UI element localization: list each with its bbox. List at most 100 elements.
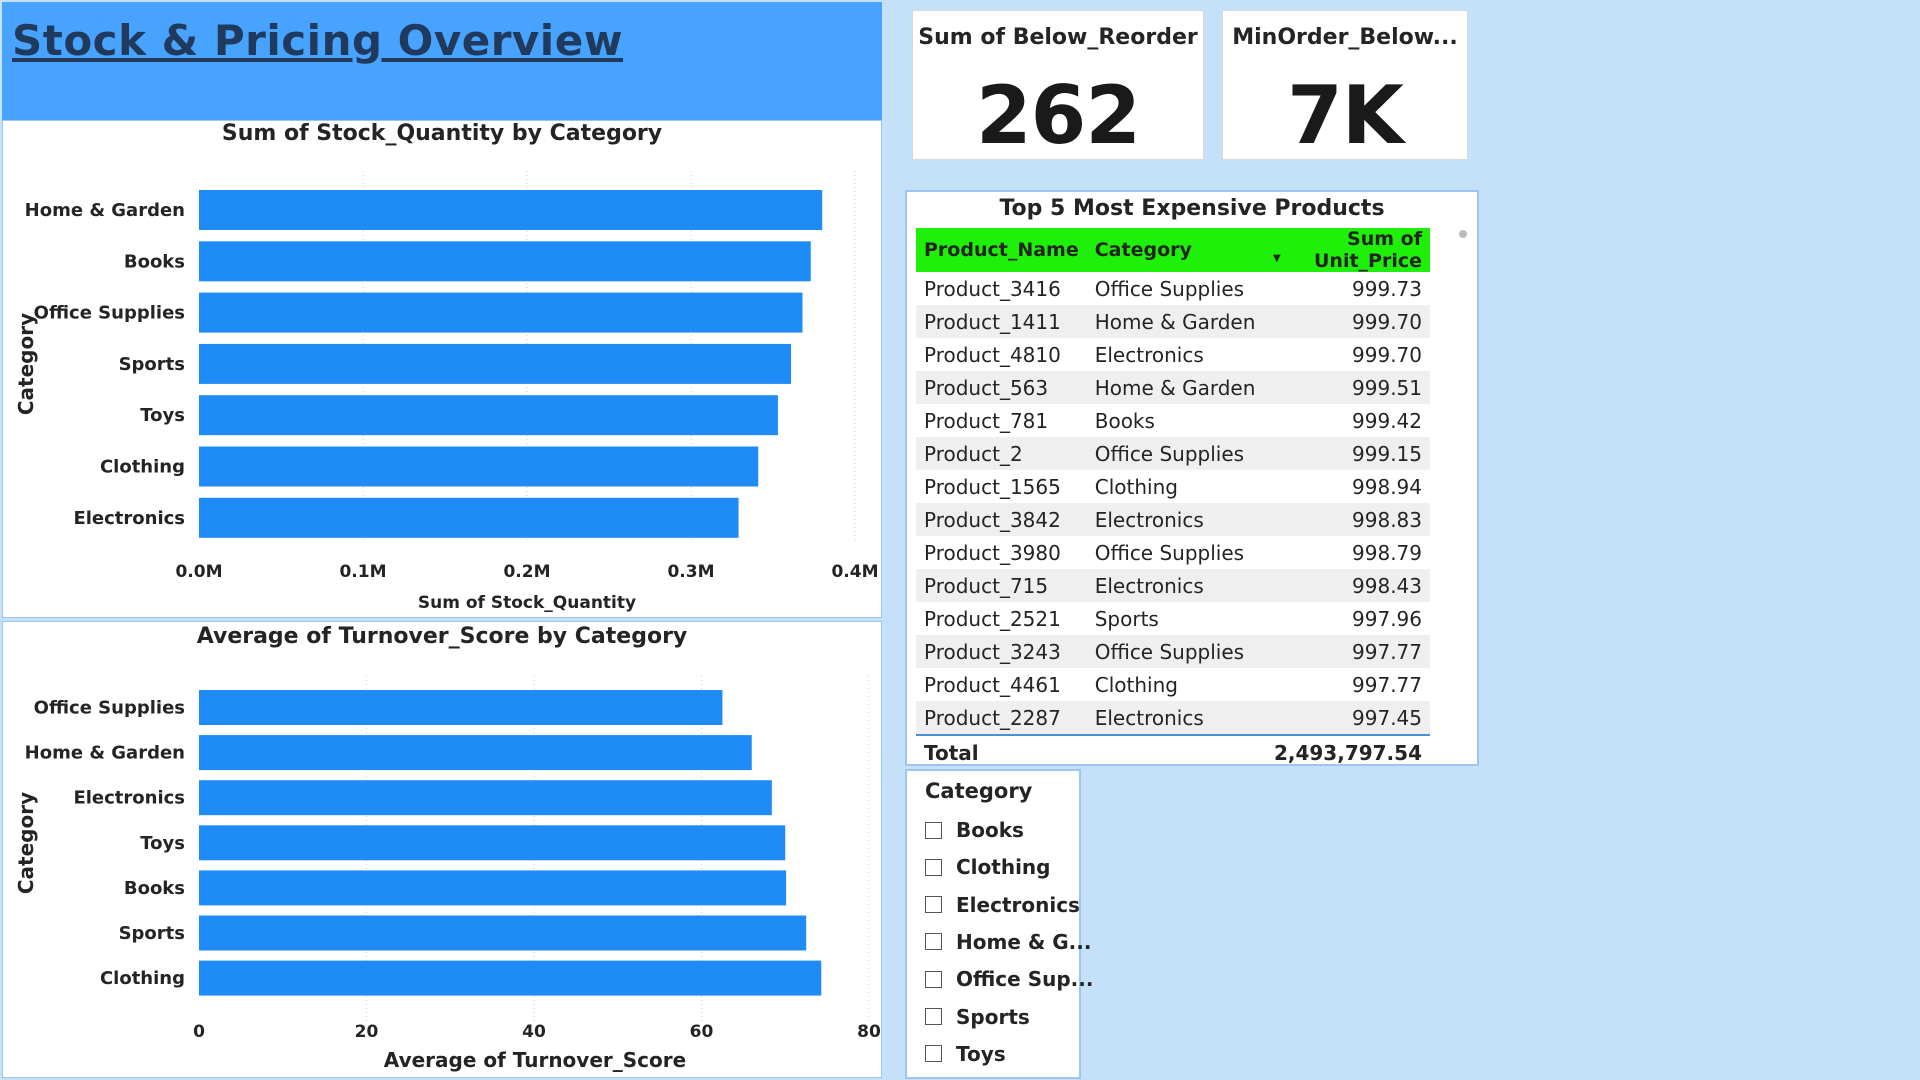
checkbox[interactable]	[925, 858, 942, 876]
table-row[interactable]: Product_3842 Electronics 998.83	[916, 503, 1430, 536]
category-slicer[interactable]: Category Books Clothing Electronics Home & …	[905, 769, 1093, 1079]
product-name-cell: Product_3243	[916, 635, 1087, 668]
unit-price-cell: 999.15	[1263, 437, 1430, 470]
bar[interactable]	[199, 395, 778, 436]
table-row[interactable]: Product_3416 Office Supplies 999.73	[916, 272, 1430, 305]
card-value: 262	[976, 69, 1141, 162]
bar[interactable]	[199, 497, 739, 538]
table-row[interactable]: Product_563 Home & Garden 999.51	[916, 371, 1430, 404]
sort-descending-icon[interactable]: ▼	[1273, 253, 1281, 264]
card-label: MinOrder_Below...	[1232, 25, 1458, 50]
category-cell: Clothing	[1094, 474, 1178, 499]
table-row[interactable]: Product_3243 Office Supplies 997.77	[916, 635, 1430, 668]
product-name-cell: Product_781	[924, 408, 1049, 433]
column-header-category[interactable]: Category	[1086, 228, 1264, 272]
column-header-unit-price[interactable]: Sum of Unit_Price	[1263, 228, 1430, 272]
expensive-products-table-visual[interactable]: Top 5 Most Expensive Products Product_Na…	[905, 190, 1479, 770]
product-name-cell: Product_2521	[924, 606, 1061, 631]
category-cell: Electronics	[1094, 342, 1204, 367]
bar[interactable]	[199, 690, 723, 725]
category-cell: Office Supplies	[1086, 635, 1264, 668]
table-header-row: Product_Name Category Sum of Unit_Price	[916, 228, 1430, 272]
bar[interactable]	[199, 190, 823, 230]
page-title: Stock & Pricing Overview	[12, 16, 623, 65]
table-row[interactable]: Product_2521 Sports 997.96	[916, 602, 1430, 635]
bar[interactable]	[199, 780, 772, 816]
category-label: Electronics	[73, 508, 185, 529]
table-row[interactable]: Product_4461 Clothing 997.77	[916, 668, 1430, 701]
table-row[interactable]: Product_1565 Clothing 998.94	[916, 470, 1430, 503]
bar[interactable]	[199, 915, 807, 951]
table-row[interactable]: Product_1411 Home & Garden 999.70	[916, 305, 1430, 338]
scrollbar-thumb[interactable]	[1459, 230, 1467, 238]
table-row[interactable]: Product_3980 Office Supplies 998.79	[916, 536, 1430, 569]
checkbox[interactable]	[925, 821, 942, 839]
unit-price-cell: 997.45	[1263, 701, 1430, 735]
checkbox[interactable]	[925, 1045, 942, 1063]
tick-label: 80	[857, 1022, 881, 1042]
slicer-option-label: Books	[956, 818, 1024, 842]
total-spacer	[1086, 734, 1264, 770]
table-row[interactable]: Product_715 Electronics 998.43	[916, 569, 1430, 602]
stock-quantity-chart[interactable]: Sum of Stock_Quantity by Category Home &…	[2, 120, 882, 618]
bar[interactable]	[199, 960, 822, 996]
category-label: Sports	[119, 923, 185, 944]
bar[interactable]	[199, 343, 792, 384]
category-label: Sports	[119, 354, 185, 375]
bar[interactable]	[199, 446, 759, 487]
category-label: Books	[124, 251, 185, 272]
slicer-option[interactable]: Electronics	[925, 890, 1080, 920]
chart-title: Sum of Stock_Quantity by Category	[221, 121, 663, 146]
table-row[interactable]: Product_781 Books 999.42	[916, 404, 1430, 437]
tick-label: 0.4M	[831, 562, 878, 582]
bar[interactable]	[199, 870, 787, 906]
unit-price-cell: 999.73	[1352, 276, 1422, 301]
checkbox[interactable]	[925, 933, 942, 951]
slicer-option[interactable]: Home & G...	[925, 927, 1091, 957]
unit-price-cell: 999.70	[1352, 342, 1422, 367]
slicer-option-label: Sports	[956, 1004, 1030, 1029]
products-table: Product_Name Category Sum of Unit_Price …	[916, 228, 1430, 770]
slicer-option[interactable]: Books	[925, 815, 1024, 845]
slicer-option-label: Toys	[956, 1041, 1006, 1066]
category-label: Clothing	[100, 968, 185, 989]
product-name-cell: Product_4461	[924, 672, 1061, 697]
category-label: Home & Garden	[25, 200, 185, 221]
category-label: Toys	[140, 833, 185, 854]
tick-label: 40	[522, 1022, 546, 1042]
category-cell: Electronics	[1086, 701, 1264, 735]
tick-label: 0.1M	[339, 562, 386, 582]
below-reorder-card[interactable]: Sum of Below_Reorder 262	[912, 10, 1204, 162]
slicer-option-label: Office Sup...	[956, 967, 1094, 992]
category-cell: Home & Garden	[1086, 371, 1264, 404]
column-header-product-name[interactable]: Product_Name	[916, 228, 1087, 272]
slicer-option[interactable]: Toys	[925, 1039, 1006, 1069]
x-axis-label: Average of Turnover_Score	[384, 1048, 686, 1072]
bar[interactable]	[199, 241, 811, 282]
slicer-option[interactable]: Clothing	[925, 852, 1050, 882]
table-row[interactable]: Product_2287 Electronics 997.45	[916, 701, 1430, 735]
checkbox[interactable]	[925, 1008, 942, 1025]
min-order-below-card[interactable]: MinOrder_Below... 7K	[1222, 10, 1468, 162]
slicer-option[interactable]: Sports	[925, 1002, 1030, 1032]
turnover-score-chart[interactable]: Average of Turnover_Score by Category Of…	[2, 621, 882, 1078]
product-name-cell: Product_1411	[916, 305, 1087, 338]
product-name-cell: Product_3416	[924, 276, 1061, 301]
bar[interactable]	[199, 825, 786, 861]
checkbox[interactable]	[925, 970, 942, 988]
bar[interactable]	[199, 735, 752, 771]
table-row[interactable]: Product_2 Office Supplies 999.15	[916, 437, 1430, 470]
total-value: 2,493,797.54	[1263, 734, 1430, 770]
category-cell: Electronics	[1086, 503, 1264, 536]
header-banner: Stock & Pricing Overview	[2, 2, 882, 120]
product-name-cell: Product_1565	[924, 474, 1061, 499]
slicer-option-label: Home & G...	[956, 929, 1092, 954]
category-cell: Sports	[1094, 606, 1159, 631]
category-label: Office Supplies	[34, 303, 185, 324]
tick-label: 0.0M	[175, 562, 222, 582]
unit-price-cell: 997.96	[1352, 606, 1422, 631]
bar[interactable]	[199, 292, 803, 333]
table-row[interactable]: Product_4810 Electronics 999.70	[916, 338, 1430, 371]
checkbox[interactable]	[925, 896, 942, 914]
slicer-option[interactable]: Office Sup...	[925, 964, 1093, 994]
